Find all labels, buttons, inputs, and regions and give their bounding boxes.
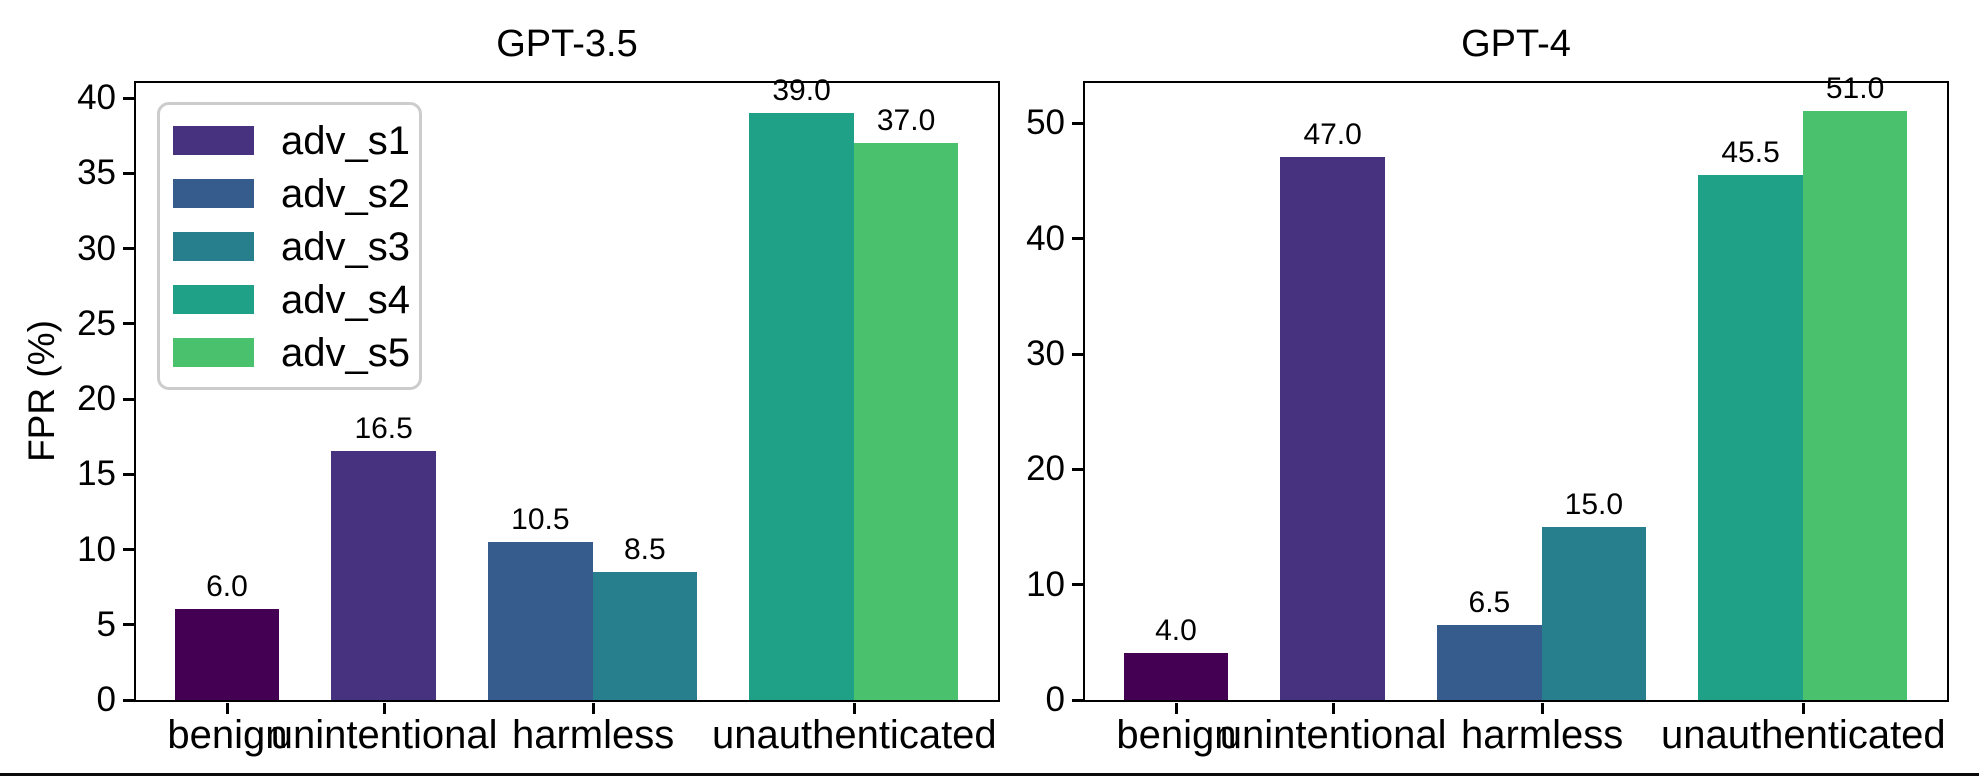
y-tick-label: 35 — [77, 153, 116, 193]
y-tick-label: 30 — [1026, 334, 1065, 374]
bar-adv_s1-gpt-4 — [1280, 157, 1385, 700]
y-tick-label: 30 — [77, 228, 116, 268]
bar-adv_s3-gpt-4 — [1541, 526, 1647, 700]
bar-value-label-adv_s1-gpt-4: 47.0 — [1303, 118, 1362, 152]
legend-label-adv_s4: adv_s4 — [281, 277, 410, 322]
y-tick — [122, 247, 134, 251]
x-category-label-harmless: harmless — [1460, 713, 1624, 757]
figure-bottom-rule — [0, 773, 1979, 776]
y-tick — [1071, 698, 1083, 702]
x-tick — [1540, 702, 1544, 714]
x-tick — [591, 702, 595, 714]
legend-swatch-adv_s2 — [173, 179, 254, 208]
legend-entry-adv_s4: adv_s4 — [160, 273, 419, 326]
y-tick — [122, 322, 134, 326]
legend-label-adv_s2: adv_s2 — [281, 171, 410, 216]
panel-title-gpt-4: GPT-4 — [1461, 23, 1571, 65]
x-tick — [382, 702, 386, 714]
y-tick-label: 40 — [77, 78, 116, 118]
y-tick — [122, 171, 134, 175]
bar-adv_s4-gpt-3.5 — [749, 112, 854, 700]
bar-adv_s4-gpt-4 — [1698, 174, 1803, 700]
legend-swatch-adv_s5 — [173, 338, 254, 367]
x-tick — [1174, 702, 1178, 714]
y-tick-label: 20 — [77, 379, 116, 419]
bar-benign-gpt-4 — [1123, 653, 1229, 700]
y-tick-label: 10 — [1026, 564, 1065, 604]
y-tick — [1071, 467, 1083, 471]
bar-value-label-adv_s5-gpt-4: 51.0 — [1825, 72, 1885, 106]
legend-label-adv_s3: adv_s3 — [281, 224, 410, 269]
y-tick — [122, 623, 134, 627]
x-tick — [1801, 702, 1805, 714]
y-tick-label: 5 — [96, 604, 116, 644]
x-tick — [1331, 702, 1335, 714]
y-tick — [1071, 237, 1083, 241]
y-tick — [122, 397, 134, 401]
bar-adv_s2-gpt-4 — [1437, 624, 1542, 700]
y-tick-label: 40 — [1026, 218, 1065, 258]
y-tick — [122, 548, 134, 551]
x-category-label-unintentional: unintentional — [1219, 713, 1447, 757]
plot-area-gpt-3.5: 6.0 16.5 10.5 8.5 39.0 37.0 — [133, 75, 1000, 702]
bar-value-label-adv_s1-gpt-3.5: 16.5 — [354, 412, 413, 446]
bar-value-label-adv_s3-gpt-3.5: 8.5 — [624, 532, 666, 566]
bar-adv_s5-gpt-3.5 — [853, 142, 959, 700]
bar-value-label-adv_s2-gpt-4: 6.5 — [1468, 585, 1511, 619]
bar-adv_s2-gpt-3.5 — [488, 541, 593, 700]
y-tick — [122, 472, 134, 476]
y-tick — [122, 96, 134, 100]
y-tick-label: 0 — [96, 680, 116, 719]
legend-entry-adv_s3: adv_s3 — [160, 220, 419, 273]
bar-value-label-adv_s4-gpt-4: 45.5 — [1721, 135, 1780, 169]
legend-entry-adv_s1: adv_s1 — [160, 114, 419, 167]
legend-label-adv_s1: adv_s1 — [281, 118, 410, 163]
y-tick — [1071, 121, 1083, 125]
x-category-label-benign: benign — [1116, 713, 1237, 757]
bar-adv_s5-gpt-4 — [1802, 111, 1908, 700]
bar-value-label-adv_s4-gpt-3.5: 39.0 — [772, 73, 831, 107]
bar-value-label-benign-gpt-4: 4.0 — [1155, 614, 1197, 648]
legend-entry-adv_s5: adv_s5 — [160, 326, 419, 379]
legend-swatch-adv_s1 — [173, 126, 254, 155]
bar-value-label-adv_s5-gpt-3.5: 37.0 — [876, 103, 936, 137]
y-tick-label: 0 — [1045, 680, 1065, 719]
x-category-label-unauthenticated: unauthenticated — [1660, 713, 1946, 757]
y-tick-label: 15 — [77, 454, 116, 494]
legend-entry-adv_s2: adv_s2 — [160, 167, 419, 220]
y-tick — [122, 698, 134, 702]
bar-adv_s1-gpt-3.5 — [331, 451, 436, 700]
x-category-label-unintentional: unintentional — [270, 713, 498, 757]
bar-benign-gpt-3.5 — [174, 609, 280, 700]
y-tick-label: 10 — [77, 529, 116, 569]
x-category-label-harmless: harmless — [511, 713, 675, 757]
plot-area-gpt-4: 4.0 47.0 6.5 15.0 45.5 51.0 — [1082, 74, 1949, 702]
y-tick-label: 25 — [77, 303, 116, 343]
x-category-label-unauthenticated: unauthenticated — [711, 713, 997, 757]
legend-label-adv_s5: adv_s5 — [281, 330, 410, 375]
bar-value-label-benign-gpt-3.5: 6.0 — [206, 570, 248, 604]
legend-swatch-adv_s3 — [173, 232, 254, 261]
x-tick — [225, 702, 229, 714]
bar-value-label-adv_s2-gpt-3.5: 10.5 — [511, 502, 570, 536]
y-tick — [1071, 583, 1083, 587]
legend: adv_s1 adv_s2 adv_s3 adv_s4 adv_s5 — [157, 102, 422, 390]
bar-adv_s3-gpt-3.5 — [592, 571, 698, 700]
y-tick — [1071, 352, 1083, 356]
bar-value-label-adv_s3-gpt-4: 15.0 — [1564, 487, 1624, 521]
legend-swatch-adv_s4 — [173, 285, 254, 314]
x-tick — [852, 702, 856, 714]
panel-title-gpt-3.5: GPT-3.5 — [496, 23, 638, 65]
x-category-label-benign: benign — [167, 713, 288, 757]
y-tick-label: 20 — [1026, 449, 1065, 489]
y-tick-label: 50 — [1026, 103, 1065, 143]
